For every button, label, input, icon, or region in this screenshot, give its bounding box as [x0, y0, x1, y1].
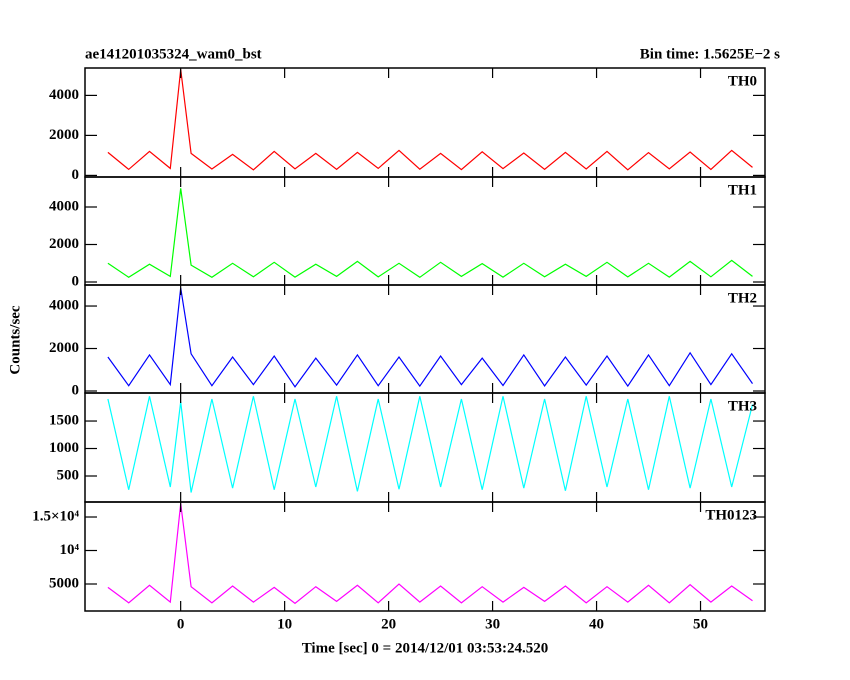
x-tick-label: 30 — [485, 616, 500, 632]
data-line — [107, 287, 753, 388]
y-tick-label: 2000 — [49, 340, 79, 356]
legend-label: TH3 — [728, 398, 757, 414]
y-tick-label: 2000 — [49, 236, 79, 252]
y-tick-label: 4000 — [49, 87, 79, 103]
x-tick-label: 40 — [589, 616, 604, 632]
chart-title: ae141201035324_wam0_bst — [85, 46, 262, 62]
y-tick-label: 1500 — [49, 412, 79, 428]
y-axis-label: Counts/sec — [7, 305, 23, 375]
y-tick-label: 2000 — [49, 127, 79, 143]
y-tick-label: 1.5×10⁴ — [32, 508, 79, 524]
legend-label: TH2 — [728, 290, 757, 306]
y-tick-label: 0 — [72, 382, 80, 398]
data-line — [107, 188, 753, 279]
legend-label: TH1 — [728, 182, 757, 198]
chart-subtitle: Bin time: 1.5625E−2 s — [640, 46, 780, 62]
data-line — [107, 503, 753, 605]
plot-frame — [84, 392, 766, 503]
y-tick-label: 1000 — [49, 440, 79, 456]
legend-label: TH0 — [728, 73, 757, 89]
data-line — [107, 69, 753, 171]
x-tick-label: 10 — [277, 616, 292, 632]
legend-label: TH0123 — [705, 507, 757, 523]
y-tick-label: 0 — [72, 273, 80, 289]
y-tick-label: 4000 — [49, 198, 79, 214]
x-tick-label: 20 — [381, 616, 396, 632]
y-tick-label: 4000 — [49, 297, 79, 313]
x-axis-label: Time [sec] 0 = 2014/12/01 03:53:24.520 — [302, 640, 549, 656]
x-tick-label: 0 — [177, 616, 185, 632]
y-tick-label: 0 — [72, 167, 80, 183]
data-line — [107, 396, 754, 493]
y-tick-label: 10⁴ — [60, 542, 80, 558]
x-tick-label: 50 — [693, 616, 708, 632]
y-tick-label: 5000 — [49, 575, 79, 591]
plot-frame — [84, 501, 766, 612]
y-tick-label: 500 — [57, 467, 80, 483]
